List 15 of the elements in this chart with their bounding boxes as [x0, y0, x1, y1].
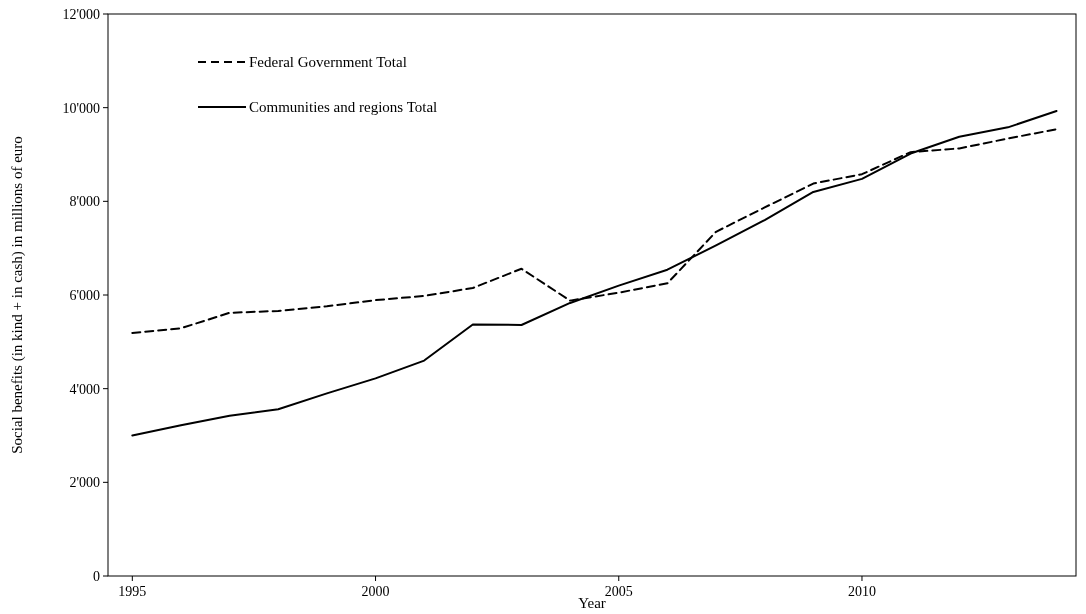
- y-axis-title: Social benefits (in kind + in cash) in millions of euro: [9, 136, 26, 454]
- legend-label: Federal Government Total: [249, 54, 407, 71]
- x-axis-title: Year: [578, 595, 606, 611]
- y-tick-label: 2'000: [69, 475, 100, 491]
- legend-label: Communities and regions Total: [249, 99, 438, 116]
- y-tick-label: 12'000: [62, 6, 100, 22]
- x-tick-label: 1995: [118, 584, 147, 599]
- y-tick-label: 10'000: [62, 100, 100, 116]
- y-tick-label: 4'000: [69, 381, 100, 397]
- x-tick-label: 2005: [604, 584, 633, 599]
- x-tick-label: 2010: [847, 584, 876, 599]
- y-tick-label: 6'000: [69, 287, 100, 303]
- y-tick-label: 0: [93, 568, 100, 584]
- x-tick-label: 2000: [361, 584, 390, 599]
- y-tick-label: 8'000: [69, 194, 100, 210]
